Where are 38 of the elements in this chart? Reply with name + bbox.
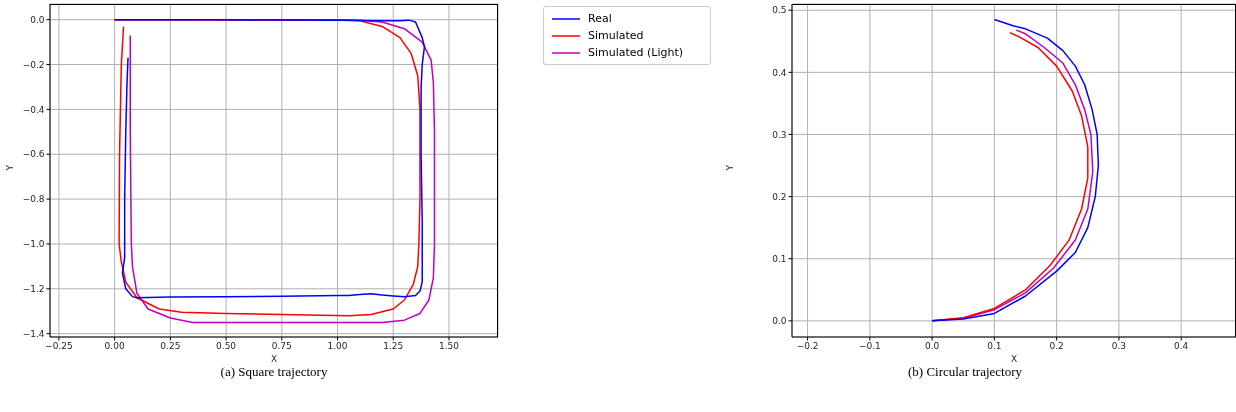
x-tick-label: 0.1	[987, 340, 1002, 351]
y-tick-label: −0.2	[22, 59, 45, 70]
legend-label: Simulated (Light)	[588, 46, 684, 59]
text: (a) Square trajectory	[219, 364, 329, 380]
y-tick-label: −1.2	[22, 283, 45, 294]
x-tick-label: 0.25	[160, 340, 181, 351]
y-tick-label: −1.4	[22, 328, 45, 339]
y-tick-label: 0.0	[772, 316, 787, 327]
y-axis-title: Y	[725, 164, 736, 172]
x-tick-label: −0.1	[858, 340, 881, 351]
x-tick-label: 1.25	[383, 340, 404, 351]
y-tick-label: 0.4	[772, 67, 787, 78]
x-tick-label: 0.00	[104, 340, 125, 351]
y-tick-label: 0.5	[772, 5, 787, 16]
x-tick-label: 1.50	[438, 340, 460, 351]
x-axis-title: X	[270, 354, 278, 364]
x-tick-label: 0.50	[216, 340, 237, 351]
y-tick-label: 0.2	[772, 191, 787, 202]
x-tick-label: 1.00	[327, 340, 348, 351]
x-tick-label: −0.2	[796, 340, 819, 351]
y-tick-label: −1.0	[22, 239, 45, 250]
y-tick-label: −0.8	[22, 194, 45, 205]
x-tick-label: 0.4	[1174, 340, 1189, 351]
y-tick-label: 0.0	[30, 14, 45, 25]
x-tick-label: 0.3	[1111, 340, 1127, 351]
y-tick-label: −0.6	[22, 149, 45, 160]
y-tick-label: 0.3	[772, 129, 787, 140]
text: (b) Circular trajectory	[906, 364, 1024, 380]
x-axis-title: X	[1010, 354, 1018, 364]
legend-label: Real	[588, 12, 612, 25]
y-tick-label: 0.1	[772, 253, 787, 264]
x-tick-label: −0.25	[45, 340, 73, 351]
legend-label: Simulated	[588, 29, 644, 42]
y-tick-label: −0.4	[22, 104, 45, 115]
y-axis-title: Y	[5, 164, 16, 172]
x-tick-label: 0.2	[1049, 340, 1064, 351]
x-tick-label: 0.0	[924, 340, 940, 351]
x-tick-label: 0.75	[271, 340, 292, 351]
